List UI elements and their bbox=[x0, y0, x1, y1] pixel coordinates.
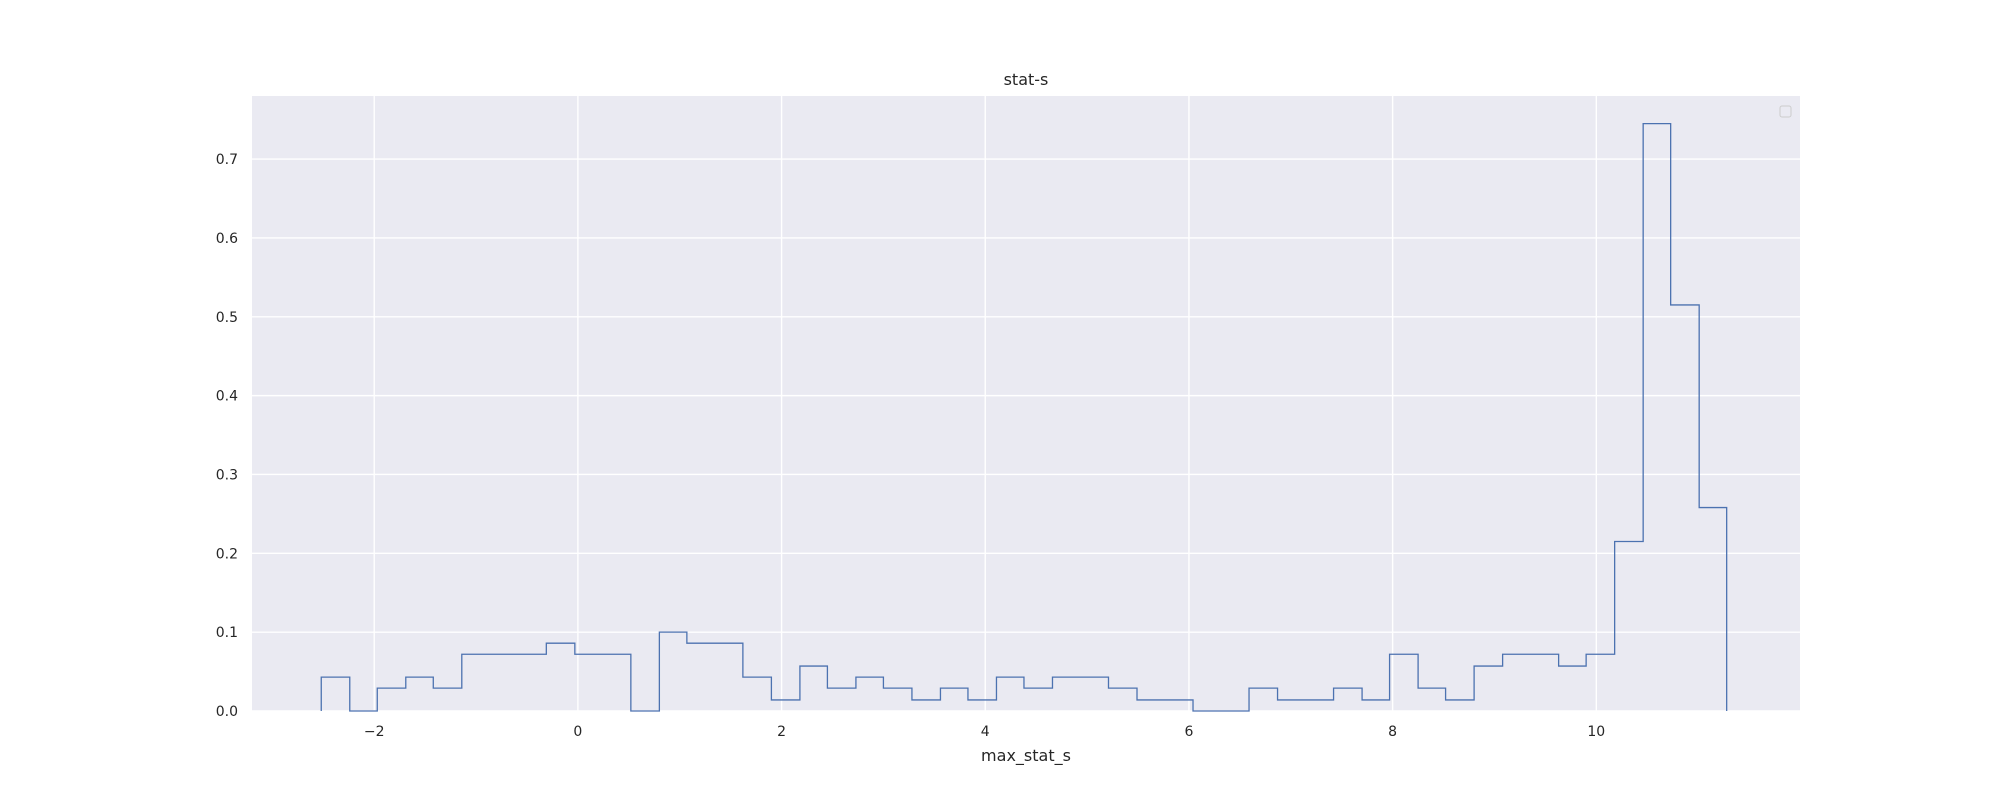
y-tick-label: 0.4 bbox=[216, 389, 238, 405]
x-tick-label: 6 bbox=[1184, 724, 1193, 740]
y-tick-label: 0.5 bbox=[216, 310, 238, 326]
x-tick-label: 0 bbox=[573, 724, 582, 740]
plot-area bbox=[252, 96, 1800, 711]
y-tick-label: 0.7 bbox=[216, 152, 238, 168]
grid bbox=[252, 96, 1800, 712]
chart-title: stat-s bbox=[1004, 70, 1049, 89]
x-tick-label: 4 bbox=[981, 724, 990, 740]
x-axis-label: max_stat_s bbox=[981, 746, 1071, 766]
legend-box[interactable] bbox=[1779, 105, 1792, 118]
x-tick-label: 8 bbox=[1388, 724, 1397, 740]
y-tick-label: 0.0 bbox=[216, 704, 238, 720]
x-tick-label: 10 bbox=[1587, 724, 1605, 740]
y-axis-ticks: 0.0 0.1 0.2 0.3 0.4 0.5 0.6 0.7 bbox=[216, 152, 238, 720]
y-tick-label: 0.2 bbox=[216, 546, 238, 562]
y-tick-label: 0.1 bbox=[216, 625, 238, 641]
y-tick-label: 0.6 bbox=[216, 231, 238, 247]
x-tick-label: −2 bbox=[364, 724, 385, 740]
x-tick-label: 2 bbox=[777, 724, 786, 740]
x-axis-ticks: −2 0 2 4 6 8 10 bbox=[364, 724, 1605, 740]
histogram-step-line bbox=[320, 122, 1728, 712]
y-tick-label: 0.3 bbox=[216, 467, 238, 483]
